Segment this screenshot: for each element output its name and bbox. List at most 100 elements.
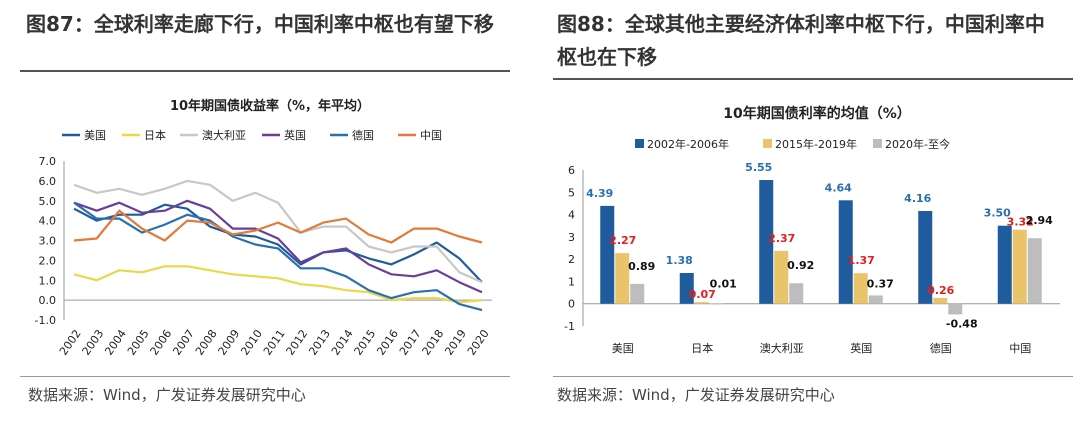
data-label-4-0: 4.16 — [904, 192, 931, 205]
data-label-1-2: 0.01 — [710, 277, 737, 290]
data-label-1-1: 0.07 — [689, 288, 716, 301]
y-tick-label: 2 — [568, 253, 575, 266]
category-label: 美国 — [612, 342, 634, 355]
data-label-5-0: 3.50 — [984, 207, 1011, 220]
bar-1-1 — [694, 302, 709, 304]
category-label: 澳大利亚 — [760, 341, 804, 355]
series-line-4 — [73, 201, 483, 312]
bar-2-2 — [789, 283, 804, 304]
data-label-4-1: 0.26 — [927, 284, 954, 297]
series-line-1 — [73, 265, 483, 304]
bar-3-2 — [868, 295, 883, 304]
category-label: 英国 — [850, 341, 872, 355]
y-tick-label: 6.0 — [39, 175, 57, 188]
right-figure-title: 图88：全球其他主要经济体利率中枢下行，中国利率中 枢也在下移 — [557, 8, 1045, 74]
series-line-5 — [73, 209, 483, 244]
category-label: 日本 — [691, 341, 713, 355]
legend-label-3: 英国 — [284, 128, 306, 142]
bar-4-2 — [948, 303, 963, 315]
x-tick-label: 2002 — [57, 327, 84, 357]
legend-label-0: 2002年-2006年 — [647, 137, 729, 151]
left-source-rule — [20, 376, 510, 377]
bar-5-2 — [1027, 238, 1042, 304]
x-tick-label: 2012 — [284, 327, 311, 357]
data-label-5-1: 3.32 — [1007, 216, 1034, 229]
y-tick-label: 3.0 — [39, 235, 57, 248]
x-tick-label: 2019 — [442, 327, 469, 357]
x-tick-label: 2014 — [329, 327, 356, 357]
bar-0-1 — [615, 253, 630, 304]
data-label-2-1: 2.37 — [768, 232, 795, 245]
bar-0-0 — [600, 205, 615, 304]
legend-label-4: 德国 — [352, 128, 374, 142]
legend-swatch-0 — [635, 139, 644, 148]
legend-label-2: 澳大利亚 — [202, 128, 246, 142]
category-label: 德国 — [930, 341, 952, 355]
bar-3-0 — [838, 200, 853, 304]
category-label: 中国 — [1009, 342, 1031, 355]
y-tick-label: 7.0 — [39, 155, 57, 168]
data-label-0-1: 2.27 — [609, 234, 636, 247]
x-tick-label: 2007 — [170, 327, 197, 357]
series-line-3 — [73, 199, 483, 294]
right-figure-title-line1: 图88：全球其他主要经济体利率中枢下行，中国利率中 — [557, 12, 1045, 36]
bar-2-1 — [774, 250, 789, 304]
y-tick-label: 3 — [568, 231, 575, 244]
x-tick-label: 2003 — [80, 327, 107, 357]
x-tick-label: 2020 — [465, 327, 492, 357]
bar-chart: 10年期国债利率的均值（%）2002年-2006年 2015年-2019年 2020… — [564, 105, 1060, 355]
bar-4-1 — [933, 297, 948, 304]
y-tick-label: 0 — [568, 298, 575, 311]
data-label-5-2: 2.94 — [1026, 214, 1053, 227]
y-tick-label: -1.0 — [35, 314, 56, 327]
data-label-2-0: 5.55 — [745, 161, 772, 174]
bar-1-2 — [709, 303, 724, 305]
y-tick-label: 5 — [568, 186, 575, 199]
series-line-2 — [73, 179, 483, 284]
legend-swatch-1 — [763, 139, 772, 148]
y-tick-label: 6 — [568, 164, 575, 177]
bar-1-0 — [679, 272, 694, 304]
x-tick-label: 2004 — [102, 327, 129, 357]
left-source-note: 数据来源：Wind，广发证券发展研究中心 — [28, 386, 306, 404]
legend-label-1: 2015年-2019年 — [775, 137, 857, 151]
y-tick-label: 2.0 — [39, 254, 57, 267]
legend-swatch-2 — [873, 139, 882, 148]
legend-label-0: 美国 — [84, 129, 106, 142]
series-line-0 — [73, 203, 483, 283]
bar-0-2 — [630, 283, 645, 304]
y-tick-label: 5.0 — [39, 195, 57, 208]
data-label-2-2: 0.92 — [787, 259, 814, 272]
left-title-rule — [20, 70, 510, 72]
y-tick-label: 4.0 — [39, 215, 57, 228]
legend-label-1: 日本 — [144, 128, 166, 142]
x-tick-label: 2016 — [374, 327, 401, 357]
x-tick-label: 2010 — [238, 327, 265, 357]
left-figure-title: 图87：全球利率走廊下行，中国利率中枢也有望下移 — [26, 12, 494, 36]
x-tick-label: 2011 — [261, 327, 288, 357]
x-tick-label: 2006 — [148, 327, 175, 357]
x-tick-label: 2018 — [420, 327, 447, 357]
data-label-3-0: 4.64 — [825, 181, 852, 194]
x-tick-label: 2015 — [352, 327, 379, 357]
data-label-3-2: 0.37 — [867, 277, 894, 290]
y-tick-label: 4 — [568, 209, 575, 222]
right-source-rule — [553, 376, 1073, 377]
data-label-4-2: -0.48 — [946, 317, 978, 330]
data-label-0-0: 4.39 — [586, 187, 613, 200]
y-tick-label: 0.0 — [39, 294, 57, 307]
right-figure-panel: 图88：全球其他主要经济体利率中枢下行，中国利率中 枢也在下移 10年期国债利率… — [545, 0, 1080, 421]
bar-5-0 — [997, 225, 1012, 304]
bar-2-0 — [759, 180, 774, 304]
data-label-0-2: 0.89 — [628, 260, 655, 273]
bar-4-0 — [918, 211, 933, 304]
left-figure-panel: 图87：全球利率走廊下行，中国利率中枢也有望下移 10年期国债收益率（%，年平均… — [0, 0, 520, 421]
bar-chart-title: 10年期国债利率的均值（%） — [723, 105, 911, 122]
x-tick-label: 2008 — [193, 327, 220, 357]
x-tick-label: 2013 — [306, 327, 333, 357]
x-tick-label: 2017 — [397, 327, 424, 357]
right-title-rule — [553, 78, 1073, 80]
x-tick-label: 2005 — [125, 327, 152, 357]
right-figure-title-line2: 枢也在下移 — [557, 45, 657, 69]
data-label-3-1: 1.37 — [848, 254, 875, 267]
